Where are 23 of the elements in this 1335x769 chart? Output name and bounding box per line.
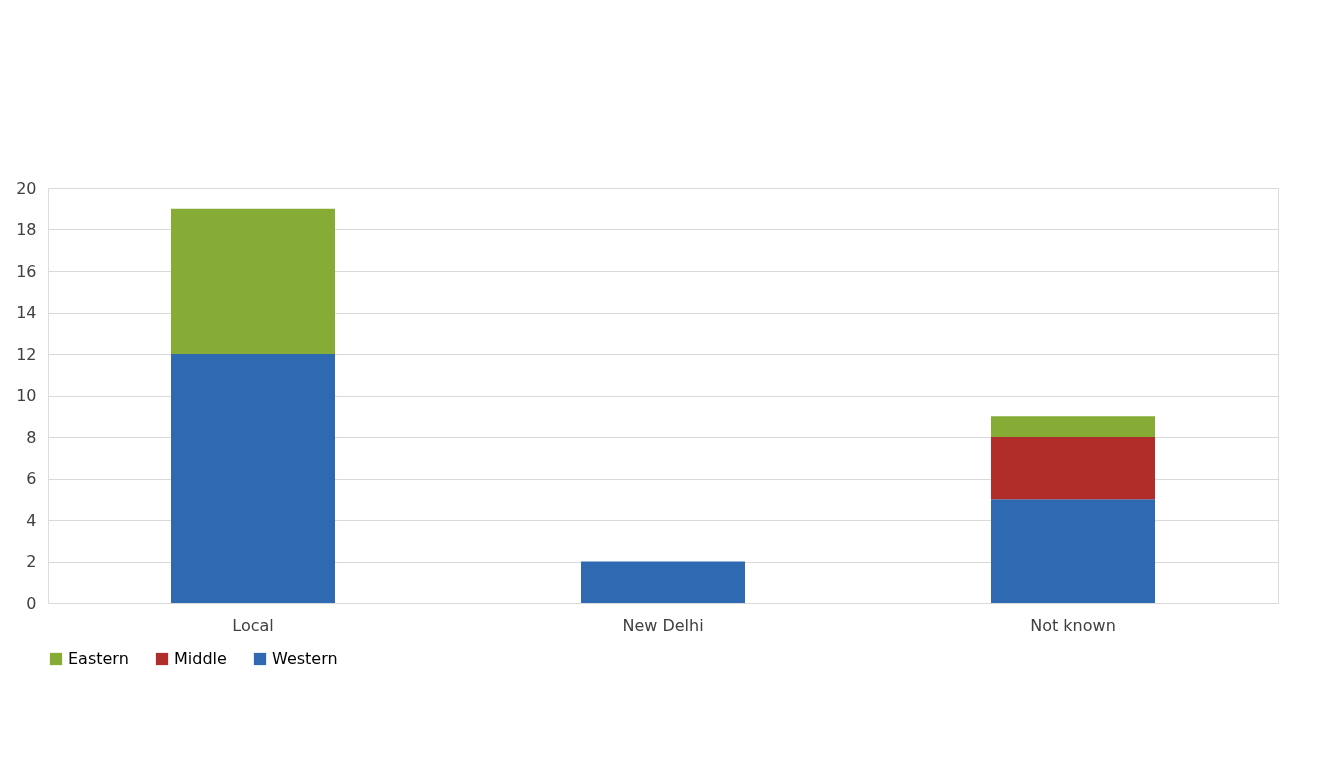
y-tick-label: 2 [26, 552, 37, 571]
y-tick-label: 18 [16, 220, 37, 239]
y-tick-label: 6 [26, 469, 37, 488]
bar [991, 416, 1155, 437]
x-tick-label: Local [232, 615, 274, 635]
y-tick-label: 4 [26, 510, 37, 530]
y-tick-label: 10 [16, 386, 37, 405]
bar [991, 499, 1155, 603]
y-tick-label: 16 [16, 261, 37, 281]
legend-label: Western [272, 649, 338, 668]
y-tick-label: 20 [16, 178, 37, 198]
y-tick-label: 14 [16, 303, 37, 322]
legend-label: Eastern [68, 649, 129, 668]
y-tick-label: 0 [26, 593, 37, 613]
bar [171, 208, 335, 354]
y-tick-label: 12 [16, 344, 37, 364]
y-tick-label: 8 [26, 427, 37, 447]
bar [581, 561, 745, 603]
legend-label: Middle [174, 649, 227, 668]
bar [171, 354, 335, 603]
bar [991, 437, 1155, 500]
x-tick-label: New Delhi [622, 615, 704, 635]
x-tick-label: Not known [1030, 615, 1116, 635]
